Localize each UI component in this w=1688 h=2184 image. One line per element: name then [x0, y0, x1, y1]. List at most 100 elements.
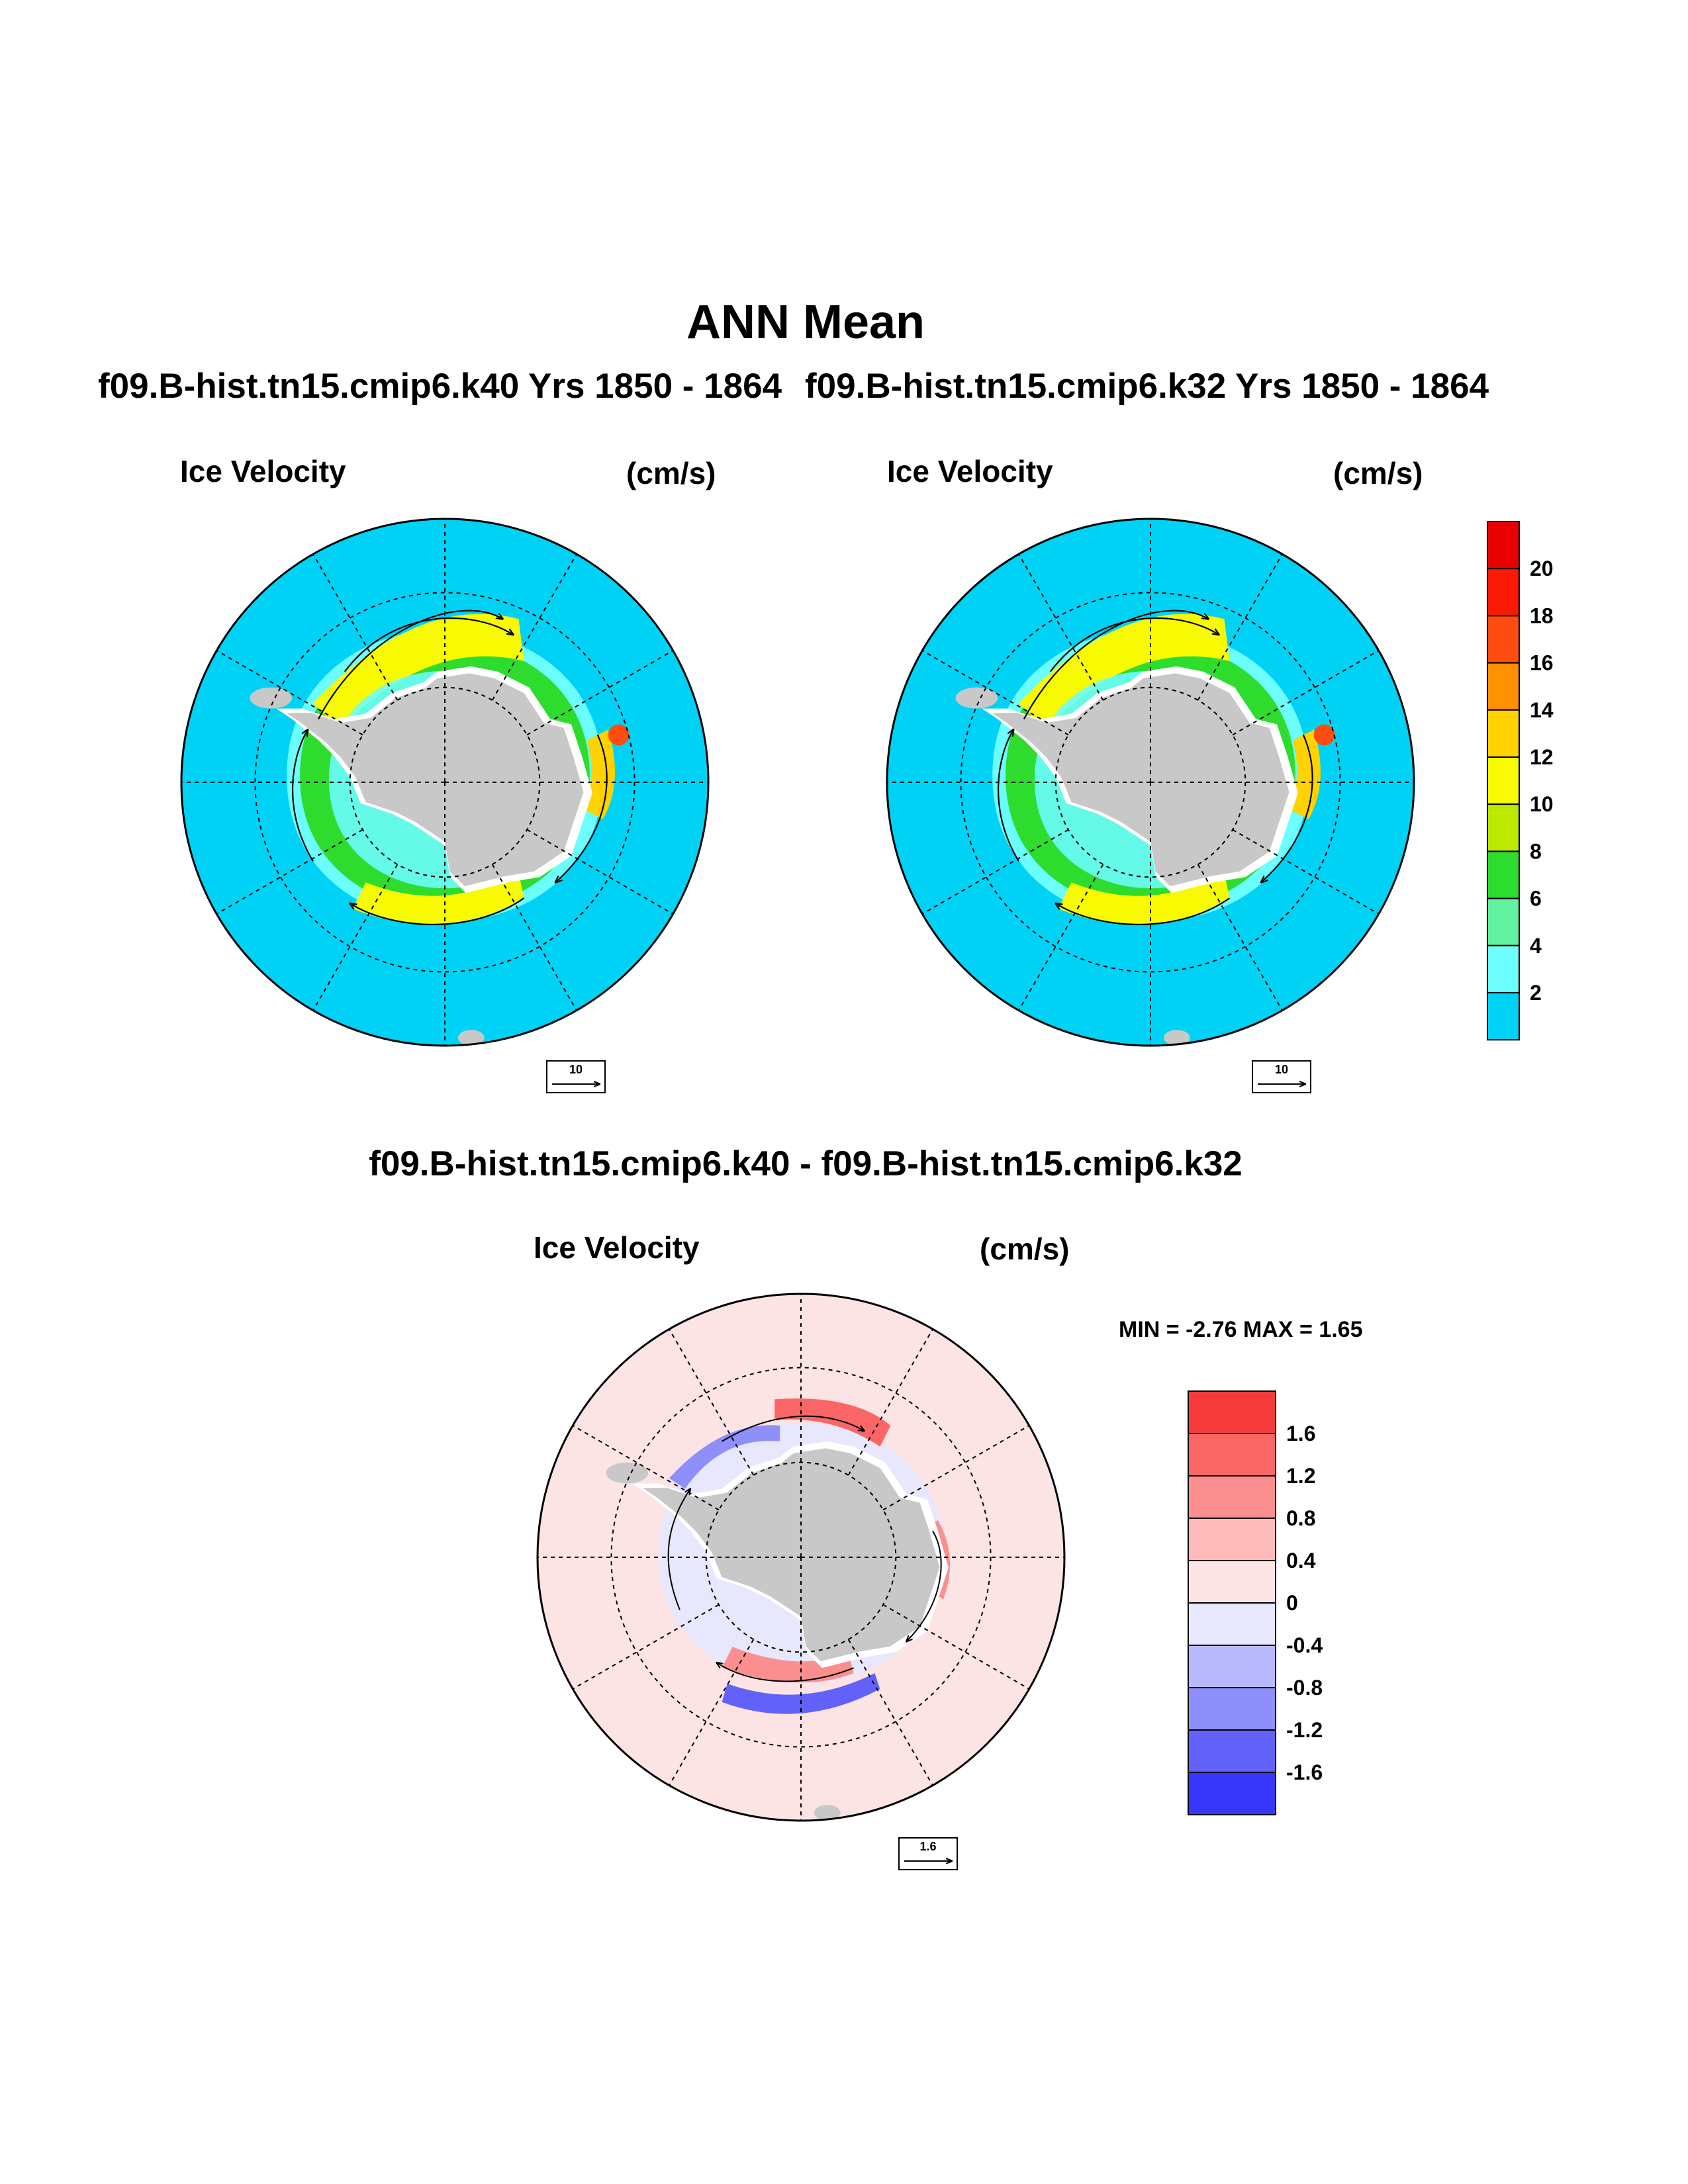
new-zealand-edge: [457, 1030, 485, 1046]
ice-band-fast-south: [1058, 872, 1230, 925]
panel-k40-header: f09.B-hist.tn15.cmip6.k40 Yrs 1850 - 186…: [98, 367, 782, 406]
colorbar-box: [1487, 662, 1520, 711]
diff-band-positive-south: [722, 1647, 854, 1683]
latitude-circle: [610, 1367, 992, 1748]
ice-speed-maximum: [1313, 724, 1335, 746]
colorbar-box: [1188, 1433, 1276, 1477]
colorbar-label: 2: [1530, 981, 1542, 1005]
reference-vector-diff: 1.6: [898, 1837, 958, 1870]
ice-drift-vector: [1049, 617, 1219, 672]
latitude-circle: [349, 686, 541, 878]
colorbar-label: 1.2: [1286, 1464, 1315, 1488]
colorbar-label: 14: [1530, 698, 1554, 722]
colorbar-box: [1487, 897, 1520, 946]
colorbar-label: 8: [1530, 839, 1542, 863]
colorbar-label: 6: [1530, 887, 1542, 911]
ice-drift-diff-vector: [717, 1662, 854, 1682]
colorbar-box: [1487, 850, 1520, 899]
diff-min-max-label: MIN = -2.76 MAX = 1.65: [1119, 1317, 1363, 1342]
panel-k40-variable-label: Ice Velocity: [180, 454, 346, 488]
latitude-circle: [1055, 686, 1246, 878]
panel-k32-units-label: (cm/s): [1333, 456, 1423, 490]
colorbar-box: [1487, 992, 1520, 1041]
panel-k32-variable-label: Ice Velocity: [887, 454, 1053, 488]
new-zealand-edge: [1163, 1030, 1190, 1046]
colorbar-box: [1188, 1687, 1276, 1731]
ice-drift-diff-vector: [667, 1489, 690, 1610]
k32-graticule: [886, 518, 1415, 1047]
colorbar-box: [1188, 1645, 1276, 1688]
diff-band-negative-south: [722, 1673, 880, 1714]
ice-drift-diff-vector: [906, 1530, 942, 1641]
colorbar-label: 12: [1530, 745, 1554, 769]
ice-drift-vector: [317, 610, 503, 719]
colorbar-label: 10: [1530, 792, 1554, 816]
panel-diff-variable-label: Ice Velocity: [534, 1230, 700, 1265]
diff-band-negative-west: [669, 1425, 780, 1489]
panel-k40-units-label: (cm/s): [626, 456, 716, 490]
antarctica-land: [286, 673, 584, 887]
panel-diff-units-label: (cm/s): [980, 1232, 1070, 1266]
diff-band-positive-north: [774, 1398, 891, 1447]
reference-vector-k32: 10: [1252, 1060, 1311, 1093]
colorbar-label: 20: [1530, 557, 1554, 580]
colorbar-box: [1188, 1518, 1276, 1561]
colorbar-label: -1.6: [1286, 1760, 1323, 1784]
colorbar-box: [1487, 615, 1520, 664]
k40-map-border: [180, 518, 710, 1047]
ice-drift-vector: [291, 729, 314, 862]
colorbar-box: [1188, 1729, 1276, 1773]
antarctica-land: [642, 1448, 940, 1662]
ice-drift-diff-vector: [722, 1415, 865, 1442]
k40-graticule: [180, 518, 710, 1047]
colorbar-box: [1188, 1390, 1276, 1434]
figure-title: ANN Mean: [686, 296, 925, 349]
ice-drift-vector: [555, 734, 608, 882]
difference-colorbar: 1.6 1.2 0.8 0.4 0 -0.4 -0.8 -1.2 -1.6: [1188, 1390, 1323, 1815]
reference-vector-k40: 10: [546, 1060, 606, 1093]
colorbar-box: [1487, 944, 1520, 994]
antarctica-land: [992, 673, 1289, 887]
latitude-circle: [960, 592, 1341, 973]
colorbar-box: [1487, 709, 1520, 758]
speed-colorbar: 20 18 16 14 12 10 8 6 4 2: [1487, 521, 1554, 1041]
colorbar-label: -1.2: [1286, 1718, 1323, 1742]
ice-drift-vector: [1056, 897, 1231, 926]
ice-speed-maximum: [608, 724, 630, 746]
reference-vector-diff-label: 1.6: [919, 1840, 936, 1853]
south-america-tip: [955, 687, 998, 709]
reference-vector-k40-label: 10: [569, 1063, 583, 1076]
colorbar-box: [1487, 521, 1520, 570]
ice-drift-vector: [1261, 734, 1313, 882]
colorbar-box: [1188, 1772, 1276, 1815]
colorbar-box: [1487, 568, 1520, 617]
colorbar-label: 4: [1530, 934, 1542, 958]
ice-drift-vector: [997, 729, 1019, 862]
panel-k32-header: f09.B-hist.tn15.cmip6.k32 Yrs 1850 - 186…: [805, 367, 1489, 406]
south-america-tip: [606, 1462, 649, 1484]
latitude-circle: [254, 592, 635, 973]
colorbar-label: 18: [1530, 604, 1554, 627]
colorbar-label: 0.8: [1286, 1506, 1315, 1530]
south-america-tip: [250, 687, 293, 709]
colorbar-box: [1188, 1475, 1276, 1519]
colorbar-label: 0: [1286, 1591, 1298, 1615]
colorbar-label: 1.6: [1286, 1422, 1315, 1445]
k32-map-border: [886, 518, 1415, 1047]
diff-panel-title: f09.B-hist.tn15.cmip6.k40 - f09.B-hist.t…: [369, 1144, 1243, 1183]
colorbar-box: [1487, 803, 1520, 852]
diff-map-border: [536, 1293, 1066, 1822]
ice-drift-vector: [344, 617, 514, 672]
colorbar-box: [1188, 1602, 1276, 1646]
colorbar-box: [1188, 1560, 1276, 1604]
colorbar-label: 16: [1530, 651, 1554, 675]
colorbar-label: 0.4: [1286, 1549, 1316, 1572]
reference-vector-k32-label: 10: [1275, 1063, 1288, 1076]
colorbar-label: -0.8: [1286, 1676, 1323, 1700]
colorbar-label: -0.4: [1286, 1633, 1323, 1657]
map-overlays: [180, 518, 1415, 1822]
colorbar-box: [1487, 756, 1520, 805]
ice-drift-vector: [350, 897, 525, 926]
ice-drift-vector: [1023, 610, 1209, 719]
